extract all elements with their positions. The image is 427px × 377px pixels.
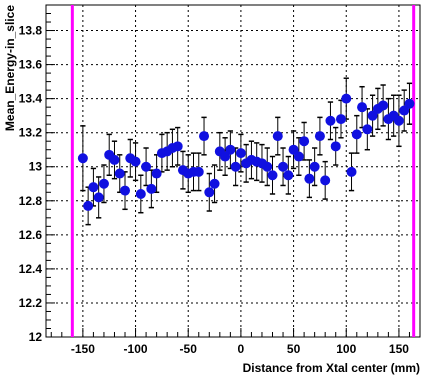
- x-axis-title: Distance from Xtal center (mm): [243, 361, 420, 375]
- data-point: [309, 161, 320, 172]
- data-point: [320, 175, 331, 186]
- x-tick-label: -150: [71, 342, 95, 356]
- data-point: [146, 183, 157, 194]
- data-point: [172, 141, 183, 152]
- data-point: [109, 154, 120, 165]
- data-point: [141, 161, 152, 172]
- y-tick-label: 13: [29, 160, 43, 174]
- data-point: [77, 153, 88, 164]
- data-point: [346, 166, 357, 177]
- data-point: [267, 170, 278, 181]
- x-tick-label: -50: [180, 342, 198, 356]
- data-point: [341, 93, 352, 104]
- data-point: [235, 148, 246, 159]
- data-point: [399, 105, 410, 116]
- data-point: [278, 161, 289, 172]
- plot-frame: [45, 4, 421, 338]
- data-point: [351, 129, 362, 140]
- data-point: [272, 131, 283, 142]
- data-point: [367, 110, 378, 121]
- x-tick-label: 150: [389, 342, 409, 356]
- data-point: [299, 136, 310, 147]
- data-point: [225, 144, 236, 155]
- y-tick-label: 12.6: [19, 228, 43, 242]
- data-point: [314, 131, 325, 142]
- data-point: [362, 124, 373, 135]
- y-tick-label: 12.8: [19, 194, 43, 208]
- y-tick-label: 13.6: [19, 58, 43, 72]
- x-tick-label: -100: [124, 342, 148, 356]
- reference-lines: [70, 5, 416, 337]
- data-points: [77, 93, 415, 211]
- y-tick-label: 12: [29, 330, 43, 344]
- data-point: [93, 192, 104, 203]
- data-point: [262, 161, 273, 172]
- data-point: [230, 161, 241, 172]
- x-tick-labels: -150 -100 -50 0 50 100 150: [71, 342, 409, 356]
- data-point: [193, 166, 204, 177]
- x-tick-label: 50: [287, 342, 301, 356]
- data-point: [220, 151, 231, 162]
- y-tick-labels: 12 12.2 12.4 12.6 12.8 13 13.2 13.4 13.6 13.8: [19, 24, 43, 344]
- data-point: [199, 131, 210, 142]
- data-point: [378, 100, 389, 111]
- y-tick-label: 13.4: [19, 92, 43, 106]
- data-point: [293, 151, 304, 162]
- data-point: [204, 187, 215, 198]
- data-point: [120, 185, 131, 196]
- data-point: [404, 98, 415, 109]
- data-point: [335, 114, 346, 125]
- data-point: [283, 170, 294, 181]
- y-tick-label: 13.8: [19, 24, 43, 38]
- y-tick-label: 13.2: [19, 126, 43, 140]
- y-axis-title: Mean_Energy-in_slice: [3, 5, 17, 131]
- x-tick-label: 0: [238, 342, 245, 356]
- x-tick-label: 100: [336, 342, 356, 356]
- data-point: [83, 200, 94, 211]
- data-point: [151, 168, 162, 179]
- data-point: [357, 102, 368, 113]
- data-point: [304, 173, 315, 184]
- data-point: [98, 178, 109, 189]
- data-point: [114, 168, 125, 179]
- data-point: [325, 115, 336, 126]
- data-point: [130, 156, 141, 167]
- data-point: [135, 188, 146, 199]
- y-tick-label: 12.2: [19, 296, 43, 310]
- data-point: [288, 144, 299, 155]
- data-point: [88, 182, 99, 193]
- y-tick-label: 12.4: [19, 262, 43, 276]
- data-point: [393, 115, 404, 126]
- data-point: [209, 178, 220, 189]
- data-point: [330, 141, 341, 152]
